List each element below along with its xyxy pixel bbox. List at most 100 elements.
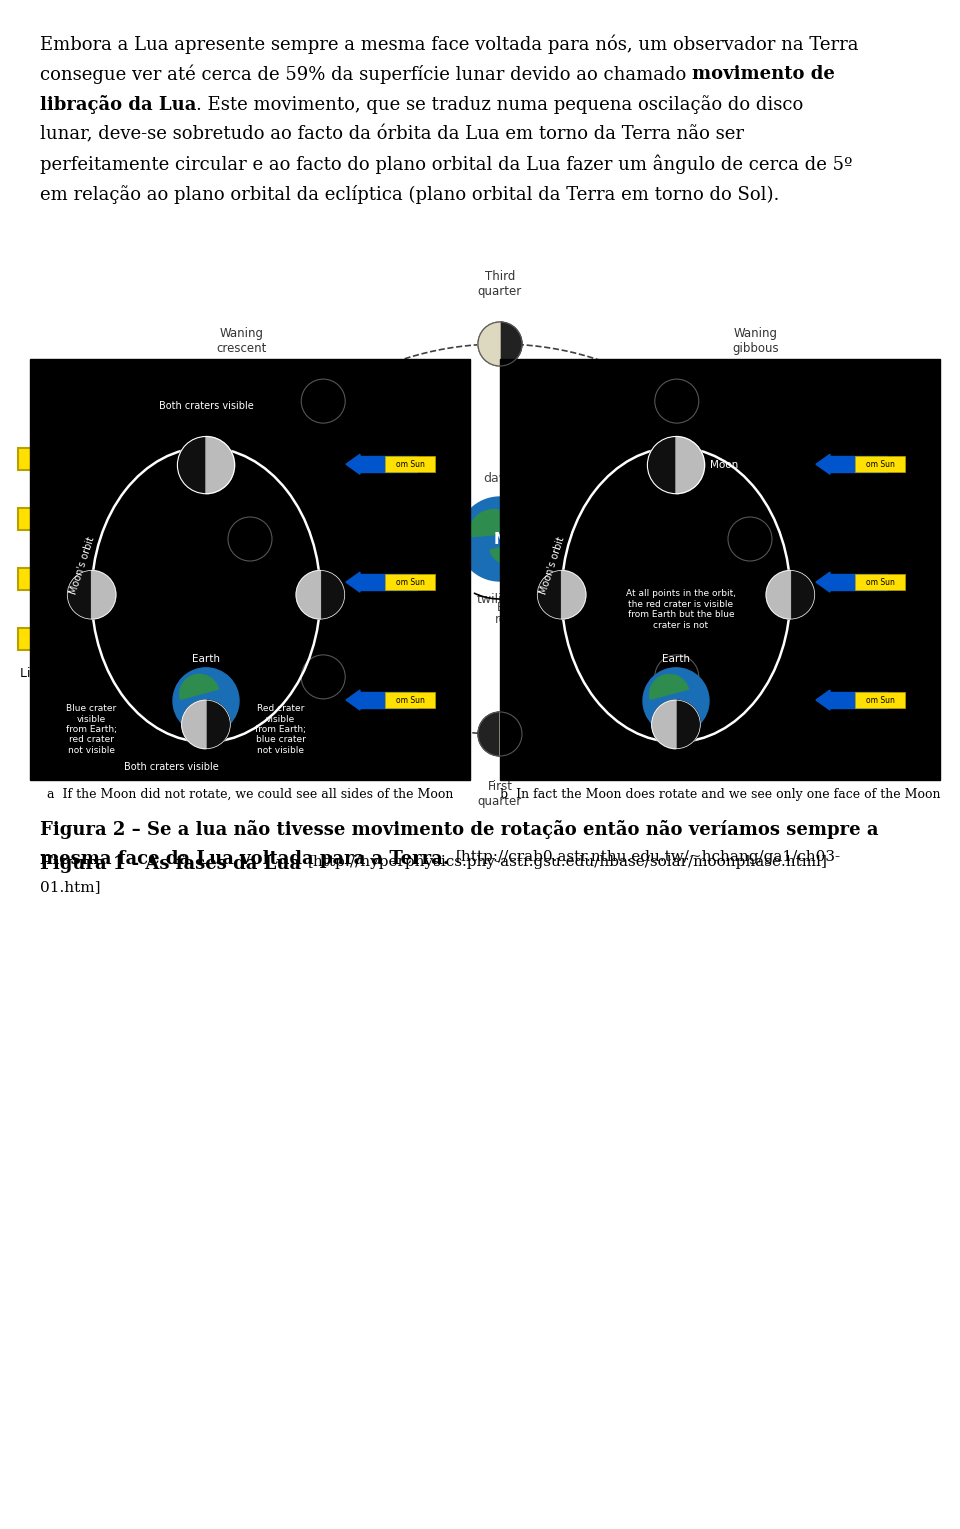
Ellipse shape (672, 654, 701, 699)
Ellipse shape (300, 654, 331, 699)
Text: Waning
gibbous: Waning gibbous (732, 327, 780, 355)
Text: Earth: Earth (662, 654, 690, 664)
Bar (830, 456, 887, 472)
Text: Figura 2 – Se a lua não tivesse movimento de rotação então não veríamos sempre a: Figura 2 – Se a lua não tivesse moviment… (40, 820, 878, 839)
Text: Red crater
visible
from Earth;
blue crater
not visible: Red crater visible from Earth; blue crat… (255, 705, 306, 755)
Text: b  In fact the Moon does rotate and we see only one face of the Moon: b In fact the Moon does rotate and we se… (500, 787, 940, 801)
Bar (830, 573, 887, 590)
Wedge shape (676, 436, 705, 494)
Text: Moon: Moon (709, 460, 738, 469)
Text: consegue ver até cerca de 59% da superfície lunar devido ao chamado: consegue ver até cerca de 59% da superfí… (40, 66, 692, 84)
Wedge shape (206, 436, 234, 494)
Wedge shape (766, 570, 790, 619)
Polygon shape (105, 625, 127, 653)
Text: om Sun: om Sun (866, 578, 895, 587)
Text: Embora a Lua apresente sempre a mesma face voltada para nós, um observador na Te: Embora a Lua apresente sempre a mesma fa… (40, 35, 858, 55)
Text: Light from Sun: Light from Sun (20, 667, 112, 680)
Ellipse shape (653, 379, 682, 424)
Bar (18, 448, 105, 469)
Circle shape (728, 517, 772, 561)
Wedge shape (324, 654, 346, 699)
Circle shape (301, 654, 346, 699)
Wedge shape (91, 570, 116, 619)
Text: midnight: midnight (554, 532, 610, 546)
Circle shape (643, 668, 709, 734)
Text: Moon's orbit: Moon's orbit (539, 535, 566, 595)
Text: a  If the Moon did not rotate, we could see all sides of the Moon: a If the Moon did not rotate, we could s… (47, 787, 453, 801)
Text: em relação ao plano orbital da eclíptica (plano orbital da Terra em torno do Sol: em relação ao plano orbital da eclíptica… (40, 185, 780, 203)
Text: twilignt: twilignt (477, 593, 523, 605)
Wedge shape (491, 546, 527, 564)
Text: noon: noon (415, 532, 446, 546)
Text: om Sun: om Sun (396, 696, 424, 705)
Polygon shape (346, 690, 360, 709)
Polygon shape (105, 445, 127, 472)
Bar (18, 508, 105, 531)
Wedge shape (468, 509, 517, 537)
Text: Waning
crescent: Waning crescent (217, 327, 267, 355)
Circle shape (538, 570, 586, 619)
Bar (830, 693, 887, 708)
Bar (500, 359, 940, 780)
Bar (360, 573, 418, 590)
Circle shape (173, 668, 239, 734)
Text: . Este movimento, que se traduz numa pequena oscilação do disco: . Este movimento, que se traduz numa peq… (197, 95, 804, 115)
Circle shape (458, 497, 542, 581)
Bar (855, 693, 905, 708)
Bar (385, 693, 435, 708)
Circle shape (67, 570, 116, 619)
Bar (360, 693, 418, 708)
Text: At all points in the orbit,
the red crater is visible
from Earth but the blue
cr: At all points in the orbit, the red crat… (626, 589, 736, 630)
Circle shape (301, 379, 346, 424)
Bar (385, 573, 435, 590)
Text: om Sun: om Sun (396, 460, 424, 469)
Wedge shape (180, 674, 219, 699)
Bar (385, 456, 435, 472)
Wedge shape (562, 570, 586, 619)
Wedge shape (181, 700, 206, 749)
Circle shape (655, 654, 699, 699)
Text: Figura 1 - As fases da Lua: Figura 1 - As fases da Lua (40, 855, 307, 873)
Bar (18, 567, 105, 590)
Circle shape (228, 517, 272, 561)
Wedge shape (478, 323, 500, 365)
Text: New Moon
(not visible): New Moon (not visible) (124, 524, 194, 553)
Wedge shape (296, 570, 321, 619)
Text: Earth's: Earth's (497, 601, 539, 615)
Text: Waxing
gibbous: Waxing gibbous (732, 723, 780, 751)
Text: lunar, deve-se sobretudo ao facto da órbita da Lua em torno da Terra não ser: lunar, deve-se sobretudo ao facto da órb… (40, 125, 744, 144)
Polygon shape (105, 566, 127, 593)
Circle shape (296, 570, 345, 619)
Text: [http://crab0.astr.nthu.edu.tw/~hchang/ga1/ch03-: [http://crab0.astr.nthu.edu.tw/~hchang/g… (455, 850, 841, 864)
Text: Waxing
crescent: Waxing crescent (217, 723, 267, 751)
Circle shape (655, 379, 699, 424)
Wedge shape (652, 700, 676, 749)
Circle shape (647, 436, 705, 494)
Bar (855, 573, 905, 590)
Bar (855, 456, 905, 472)
Bar (30, 359, 470, 780)
Circle shape (478, 323, 522, 365)
Polygon shape (346, 572, 360, 592)
Circle shape (655, 654, 699, 699)
Polygon shape (105, 505, 127, 534)
Text: libração da Lua: libração da Lua (40, 95, 197, 115)
Text: movimento de: movimento de (692, 66, 835, 83)
Text: rotation: rotation (494, 613, 541, 625)
Bar (18, 628, 105, 650)
Text: Moon's orbit: Moon's orbit (69, 535, 97, 595)
Wedge shape (500, 713, 522, 755)
Text: dawn: dawn (483, 472, 516, 485)
Text: Earth: Earth (192, 654, 220, 664)
Text: om Sun: om Sun (866, 696, 895, 705)
Circle shape (652, 700, 700, 749)
Polygon shape (346, 454, 360, 474)
Circle shape (655, 379, 699, 424)
Text: perfeitamente circular e ao facto do plano orbital da Lua fazer um ângulo de cer: perfeitamente circular e ao facto do pla… (40, 154, 852, 174)
Text: om Sun: om Sun (866, 460, 895, 469)
Text: 01.htm]: 01.htm] (40, 881, 101, 894)
Ellipse shape (316, 379, 347, 424)
Wedge shape (650, 674, 688, 699)
Text: om Sun: om Sun (396, 578, 424, 587)
Text: Both craters visible: Both craters visible (158, 401, 253, 411)
